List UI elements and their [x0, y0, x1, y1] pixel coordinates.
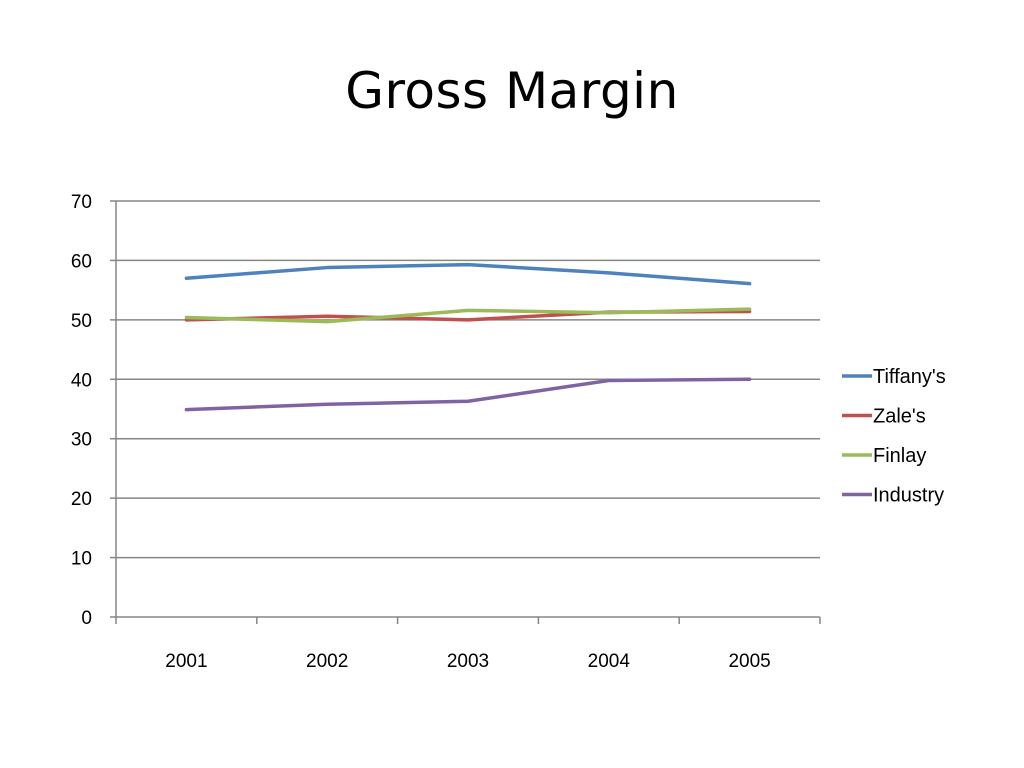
y-tick-label: 10 [71, 549, 92, 570]
y-tick-label: 20 [71, 489, 92, 510]
y-tick-label: 70 [71, 192, 92, 213]
x-tick-label: 2001 [165, 651, 207, 672]
y-tick-label: 0 [81, 608, 92, 629]
legend-label: Tiffany's [873, 366, 946, 388]
y-tick-label: 60 [71, 251, 92, 272]
gridlines [116, 200, 820, 559]
y-tick-label: 30 [71, 430, 92, 451]
x-tick-label: 2003 [447, 651, 489, 672]
y-tick-label: 50 [71, 311, 92, 332]
x-tick-label: 2004 [588, 651, 631, 672]
chart-title: Gross Margin [345, 62, 679, 120]
axes: 0 10 20 30 40 50 60 70 2001 2002 2003 2004 2005 [71, 192, 821, 672]
series-line-industry [184, 377, 752, 412]
legend-label: Industry [873, 485, 944, 507]
y-tick-label: 40 [71, 370, 92, 391]
series-lines [184, 262, 752, 412]
legend-label: Zale's [873, 406, 926, 428]
x-tick-label: 2002 [306, 651, 348, 672]
x-tick-label: 2005 [728, 651, 770, 672]
legend: Tiffany's Zale's Finlay Industry [842, 366, 946, 507]
series-line-tiffany-s [184, 262, 752, 286]
legend-label: Finlay [873, 445, 926, 467]
